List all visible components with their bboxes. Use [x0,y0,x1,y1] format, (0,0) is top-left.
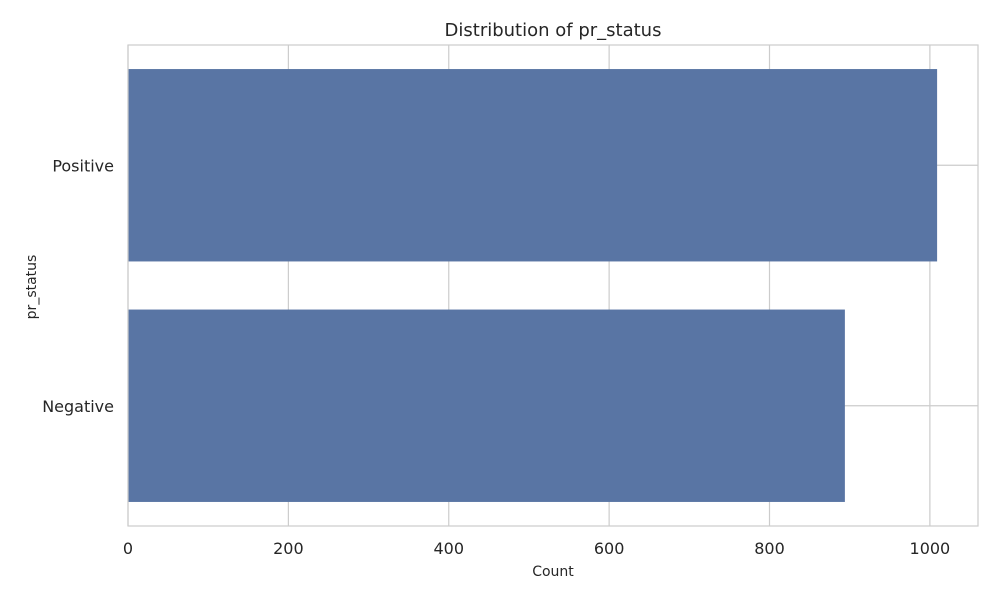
bars [128,69,938,502]
x-tick-label: 200 [273,539,304,558]
x-axis-label: Count [532,564,574,580]
chart-title: Distribution of pr_status [445,20,662,41]
y-axis-label: pr_status [24,255,40,320]
x-tick-label: 0 [123,539,133,558]
y-tick-label: Positive [52,156,114,175]
plot-frame [127,44,979,527]
bar-positive [128,69,938,262]
bar-negative [128,309,845,502]
y-tick-label: Negative [42,397,114,416]
x-axis-ticks: 0 200 400 600 800 1000 [123,539,950,558]
y-axis-ticks: Positive Negative [42,156,114,416]
x-tick-label: 400 [433,539,464,558]
x-tick-label: 1000 [910,539,951,558]
x-tick-label: 800 [754,539,785,558]
x-tick-label: 600 [594,539,625,558]
